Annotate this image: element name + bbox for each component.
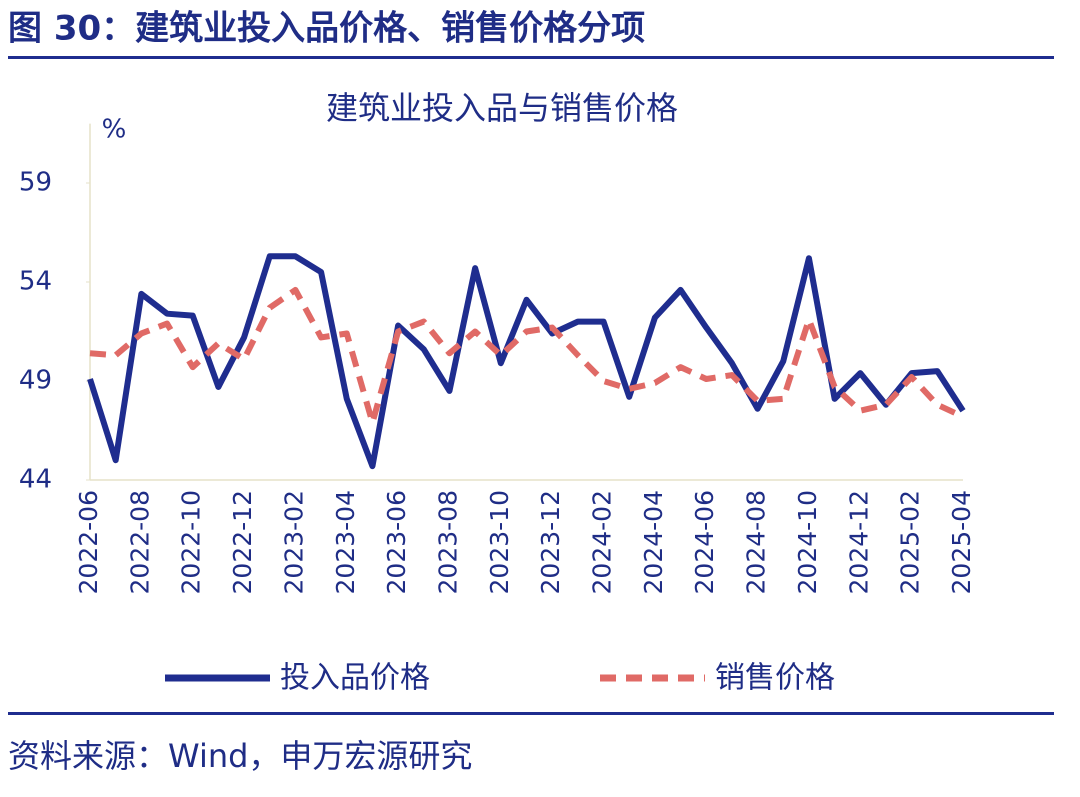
- x-tick-label: 2024-02: [588, 490, 617, 594]
- header-rule: [8, 56, 1054, 59]
- x-tick-label: 2022-12: [228, 490, 257, 594]
- chart-title: 建筑业投入品与销售价格: [326, 89, 678, 127]
- y-axis-label: %: [102, 115, 127, 145]
- x-tick-label: 2024-08: [742, 490, 771, 594]
- x-tick-label: 2025-02: [896, 490, 925, 594]
- y-tick-label: 54: [19, 267, 52, 297]
- x-tick-label: 2022-08: [125, 490, 154, 594]
- y-tick-label: 59: [19, 168, 52, 198]
- x-tick-label: 2023-10: [485, 490, 514, 594]
- header-title: 图 30：建筑业投入品价格、销售价格分项: [8, 9, 645, 49]
- source: 资料来源：Wind，申万宏源研究: [8, 737, 472, 775]
- x-tick-label: 2023-08: [433, 490, 462, 594]
- y-tick-label: 49: [19, 366, 52, 396]
- x-tick-label: 2024-04: [639, 490, 668, 594]
- x-tick-label: 2022-06: [74, 490, 103, 594]
- y-tick-label: 44: [19, 465, 52, 495]
- x-tick-label: 2025-04: [947, 490, 976, 594]
- legend-label: 销售价格: [715, 661, 835, 696]
- footer-rule: [8, 712, 1054, 715]
- x-tick-label: 2024-10: [793, 490, 822, 594]
- x-tick-label: 2023-06: [382, 490, 411, 594]
- legend-label: 投入品价格: [280, 661, 430, 696]
- x-tick-label: 2023-02: [279, 490, 308, 594]
- x-tick-label: 2022-10: [177, 490, 206, 594]
- series-line: [87, 253, 966, 470]
- x-tick-label: 2023-12: [536, 490, 565, 594]
- x-tick-label: 2024-06: [690, 490, 719, 594]
- x-tick-label: 2024-12: [844, 490, 873, 594]
- x-tick-label: 2023-04: [331, 490, 360, 594]
- series-line: [89, 286, 965, 426]
